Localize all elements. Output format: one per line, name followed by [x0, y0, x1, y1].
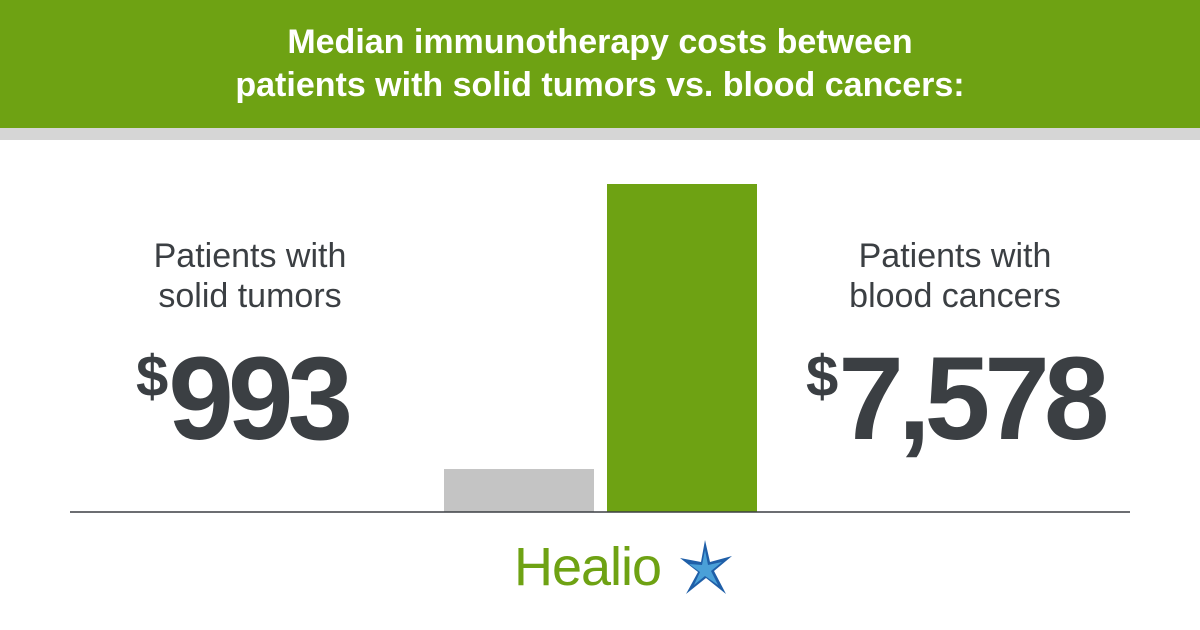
solid-tumors-value: 993	[168, 333, 353, 465]
chart-title-line-1: Median immunotherapy costs between	[287, 23, 913, 61]
bar-solid-tumors	[444, 469, 594, 512]
solid-tumors-label-line-2: solid tumors	[158, 277, 342, 315]
solid-tumors-label-line-1: Patients with	[153, 237, 347, 275]
blood-cancers-label: Patients with blood cancers	[800, 236, 1110, 316]
blood-cancers-label-line-1: Patients with	[858, 237, 1052, 275]
title-banner: Median immunotherapy costs between patie…	[0, 0, 1200, 128]
star-icon	[680, 540, 732, 594]
banner-divider	[0, 128, 1200, 140]
blood-cancers-label-line-2: blood cancers	[849, 277, 1061, 315]
chart-title-line-2: patients with solid tumors vs. blood can…	[235, 66, 965, 104]
solid-tumors-currency: $	[136, 344, 169, 409]
bar-blood-cancers	[607, 184, 757, 512]
healio-logo: Healio	[514, 537, 732, 608]
solid-tumors-label: Patients with solid tumors	[95, 236, 405, 316]
blood-cancers-amount: $7,578	[806, 340, 1110, 458]
blood-cancers-currency: $	[806, 344, 839, 409]
blood-cancers-value: 7,578	[838, 333, 1109, 465]
solid-tumors-amount: $993	[136, 340, 353, 458]
healio-logo-text: Healio	[514, 537, 662, 597]
